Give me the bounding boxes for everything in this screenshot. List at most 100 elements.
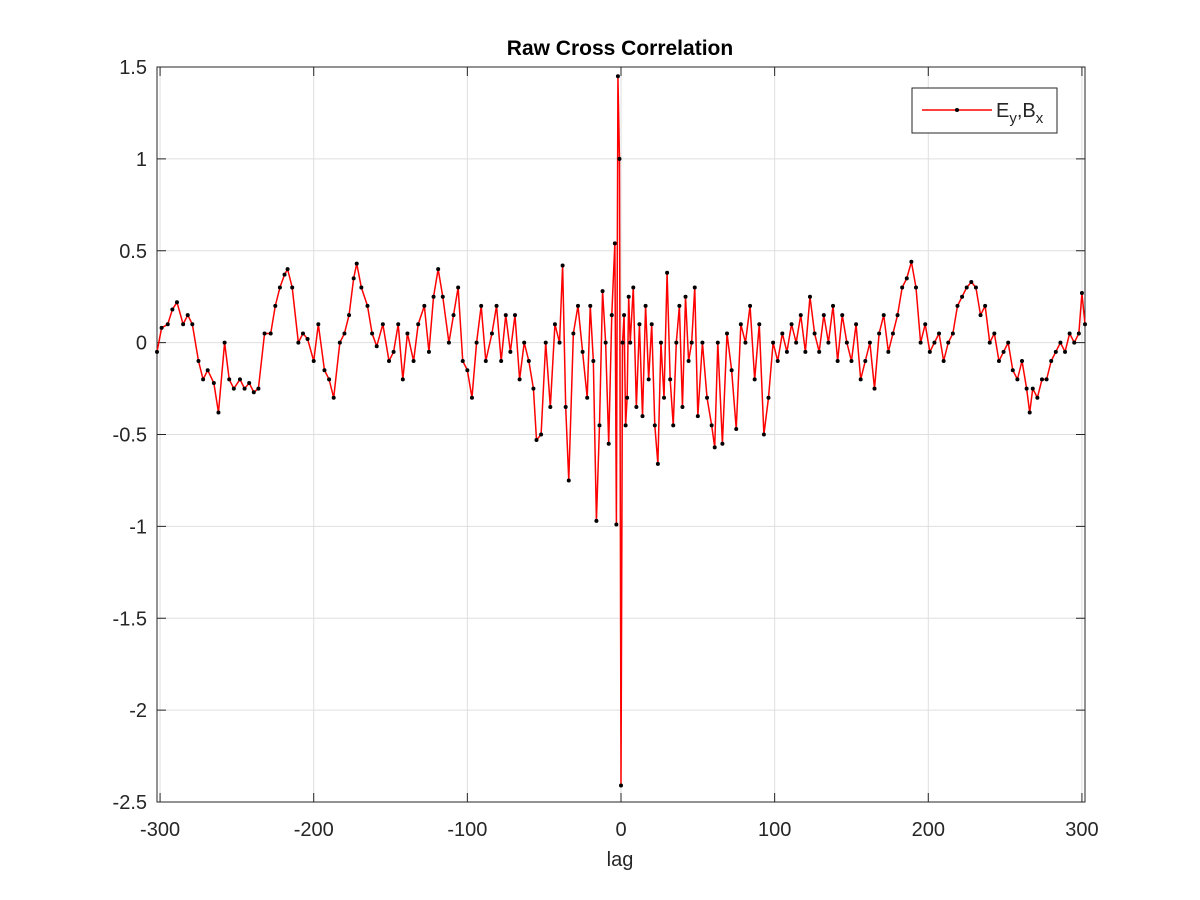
legend-label-part: ,B — [1017, 100, 1036, 122]
data-point — [337, 340, 342, 345]
data-point — [327, 377, 332, 382]
data-point — [978, 313, 983, 318]
data-point — [222, 340, 227, 345]
data-point — [677, 303, 682, 308]
data-point — [499, 359, 504, 363]
y-tick-label: -2 — [129, 700, 147, 722]
data-point — [347, 313, 352, 318]
data-point — [216, 410, 221, 415]
data-point — [614, 522, 619, 527]
data-point — [331, 395, 336, 400]
data-point — [987, 340, 992, 345]
data-point — [858, 377, 863, 382]
data-point — [296, 340, 301, 345]
data-point — [597, 423, 602, 428]
x-tick-label: 300 — [1065, 819, 1098, 841]
data-point — [170, 307, 175, 312]
data-point — [456, 285, 461, 290]
data-point — [531, 386, 536, 391]
data-point — [680, 404, 685, 409]
data-point — [784, 349, 789, 354]
x-tick-label: -300 — [140, 819, 180, 841]
data-point — [1030, 386, 1035, 391]
data-point — [365, 303, 370, 308]
data-point — [900, 285, 905, 290]
data-point — [821, 313, 826, 318]
data-point — [591, 359, 596, 363]
data-point — [937, 331, 942, 336]
data-point — [290, 285, 295, 290]
data-point — [256, 386, 261, 391]
data-point — [465, 368, 470, 373]
data-point — [729, 368, 734, 373]
data-point — [522, 340, 527, 345]
data-point — [712, 445, 717, 450]
data-point — [709, 423, 714, 428]
data-point — [668, 377, 673, 382]
data-point — [1076, 331, 1081, 336]
data-point — [436, 267, 441, 272]
x-tick-label: 100 — [758, 819, 791, 841]
data-point — [798, 313, 803, 318]
data-point — [946, 340, 951, 345]
data-point — [237, 377, 242, 382]
data-point — [689, 340, 694, 345]
data-point — [662, 395, 667, 400]
data-point — [494, 303, 499, 308]
data-point — [422, 303, 427, 308]
data-point — [1024, 386, 1029, 391]
data-point — [734, 426, 739, 431]
data-point — [600, 289, 605, 294]
data-point — [771, 340, 776, 345]
data-point — [609, 313, 614, 318]
data-point — [247, 381, 252, 386]
data-point — [996, 359, 1001, 363]
data-point — [155, 349, 159, 354]
data-point — [761, 432, 766, 437]
data-point — [305, 336, 310, 341]
data-point — [1083, 322, 1087, 327]
legend-label-part: x — [1036, 110, 1044, 127]
plot-frame — [156, 66, 1086, 803]
data-point — [405, 331, 410, 336]
data-point — [927, 349, 932, 354]
data-point — [351, 276, 356, 281]
data-point — [451, 313, 456, 318]
data-point — [277, 285, 282, 290]
data-point — [190, 322, 195, 327]
data-point — [626, 294, 631, 299]
data-point — [359, 285, 364, 290]
y-tick-label: -1.5 — [113, 608, 147, 630]
data-point — [354, 261, 359, 266]
data-point — [534, 438, 539, 443]
data-point — [469, 395, 474, 400]
data-point — [1072, 340, 1077, 345]
data-point — [503, 313, 508, 318]
data-point — [646, 377, 651, 382]
y-tick-label: -2.5 — [113, 792, 147, 814]
data-point — [715, 340, 720, 345]
data-point — [628, 340, 633, 345]
data-point — [539, 432, 544, 437]
data-point — [391, 349, 396, 354]
data-point — [479, 303, 484, 308]
data-point — [890, 331, 895, 336]
data-point — [1079, 291, 1084, 296]
data-point — [426, 349, 431, 354]
data-point — [517, 377, 522, 382]
data-point — [738, 322, 743, 327]
data-point — [665, 270, 670, 275]
data-point — [619, 783, 623, 788]
data-point — [316, 322, 321, 327]
data-point — [881, 313, 886, 318]
data-point — [211, 381, 216, 386]
data-point — [411, 359, 416, 363]
y-tick-label: -1 — [129, 516, 147, 538]
data-point — [1015, 377, 1020, 382]
data-point — [705, 395, 710, 400]
data-point — [877, 331, 882, 336]
data-point — [1067, 331, 1072, 336]
data-point — [686, 359, 691, 363]
data-point — [789, 322, 794, 327]
